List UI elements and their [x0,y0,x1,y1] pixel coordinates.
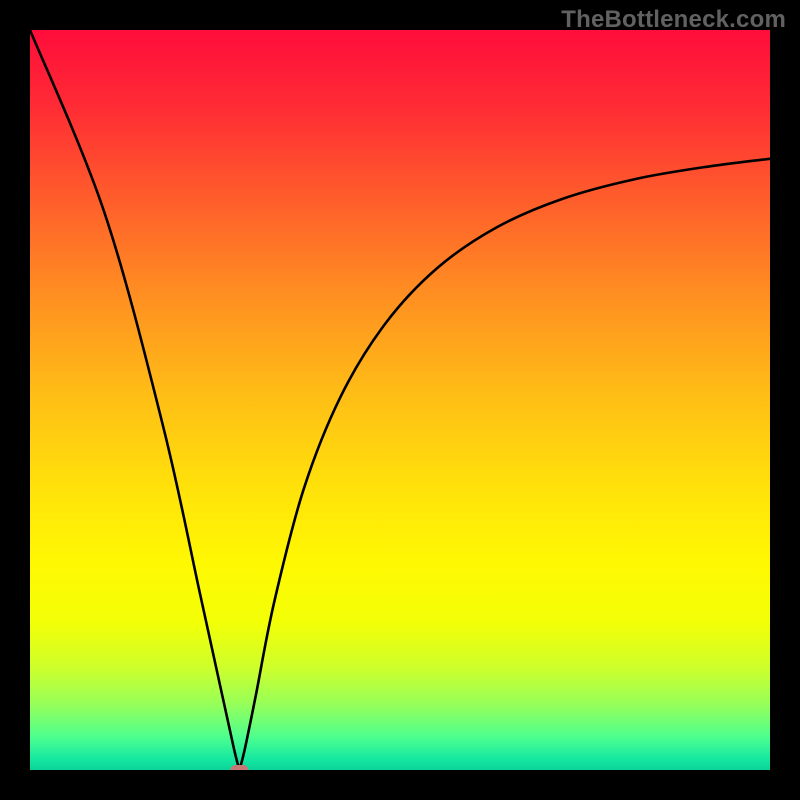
bottleneck-curve-chart [30,30,770,770]
chart-frame: TheBottleneck.com [0,0,800,800]
vertex-marker [230,765,248,770]
plot-area [30,30,770,770]
chart-background [30,30,770,770]
